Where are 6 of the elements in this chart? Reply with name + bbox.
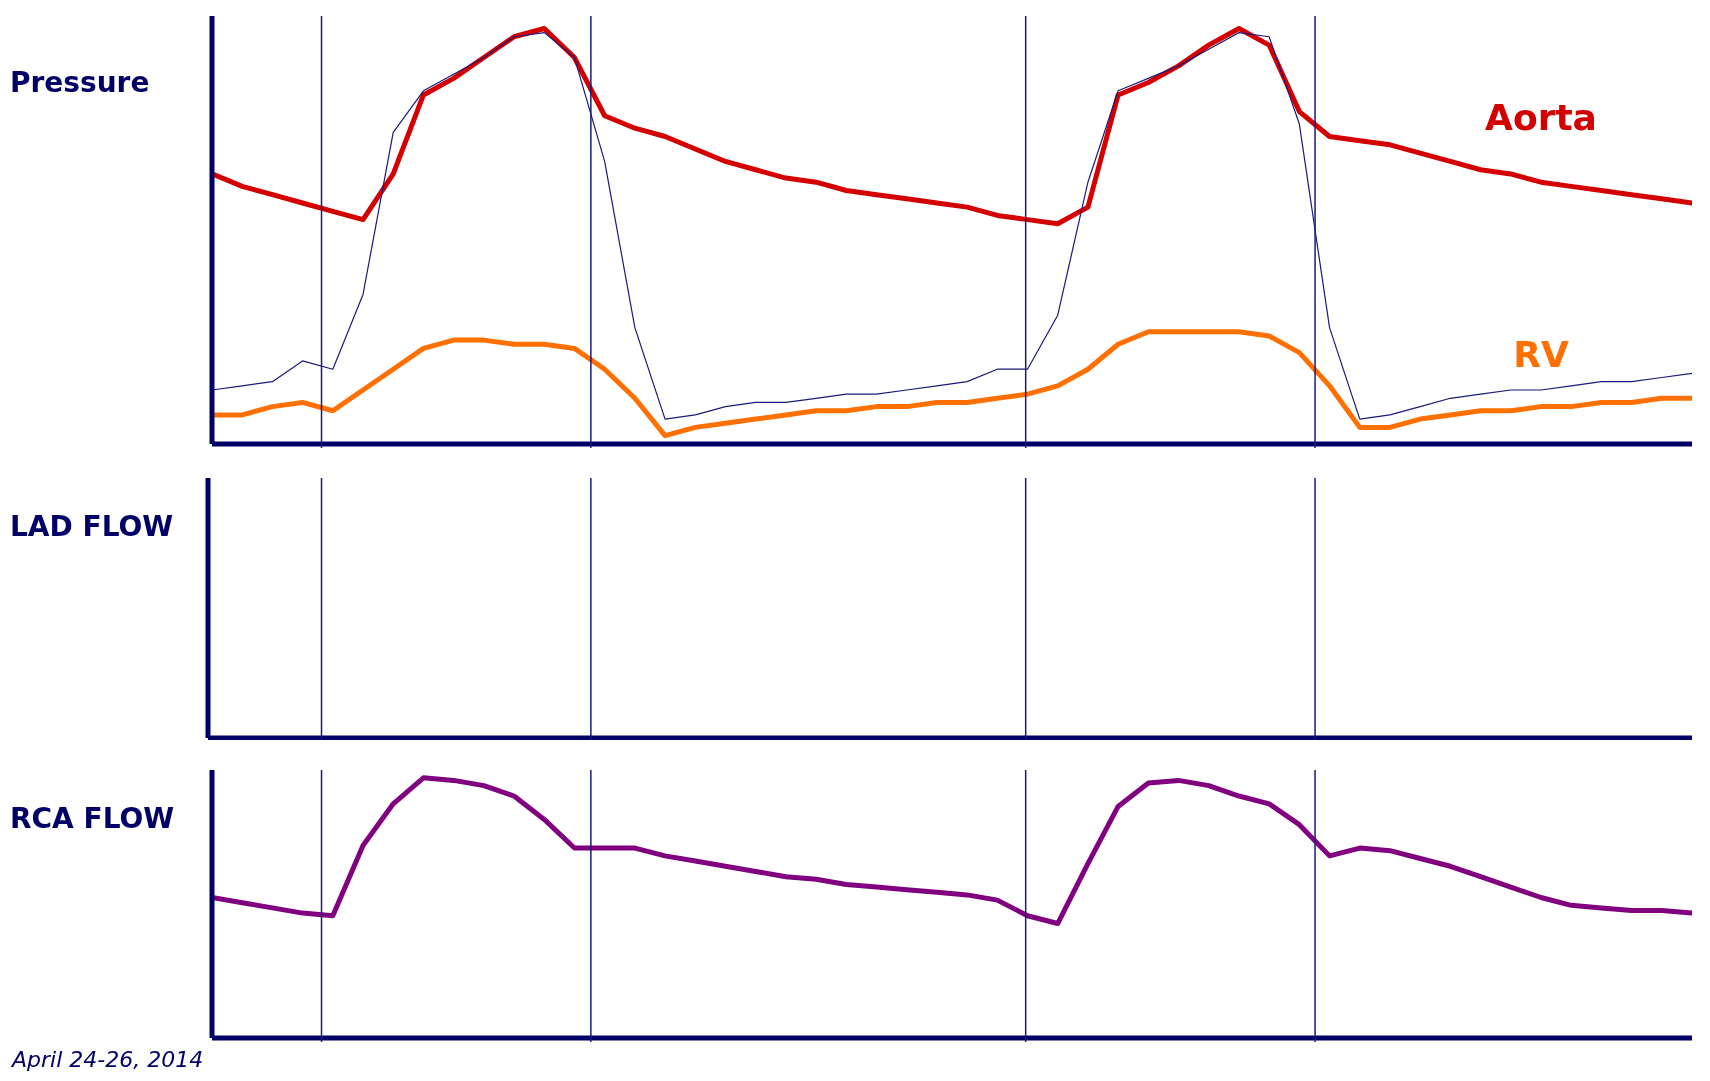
series-label: Aorta [1485,97,1597,139]
text: April 24-26, 2014 [12,1047,204,1072]
series-label: RV [1513,333,1569,375]
y-axis-title: RCA FLOW [10,802,175,835]
text: LAD FLOW [10,510,174,543]
y-axis-title: Pressure [10,66,150,99]
